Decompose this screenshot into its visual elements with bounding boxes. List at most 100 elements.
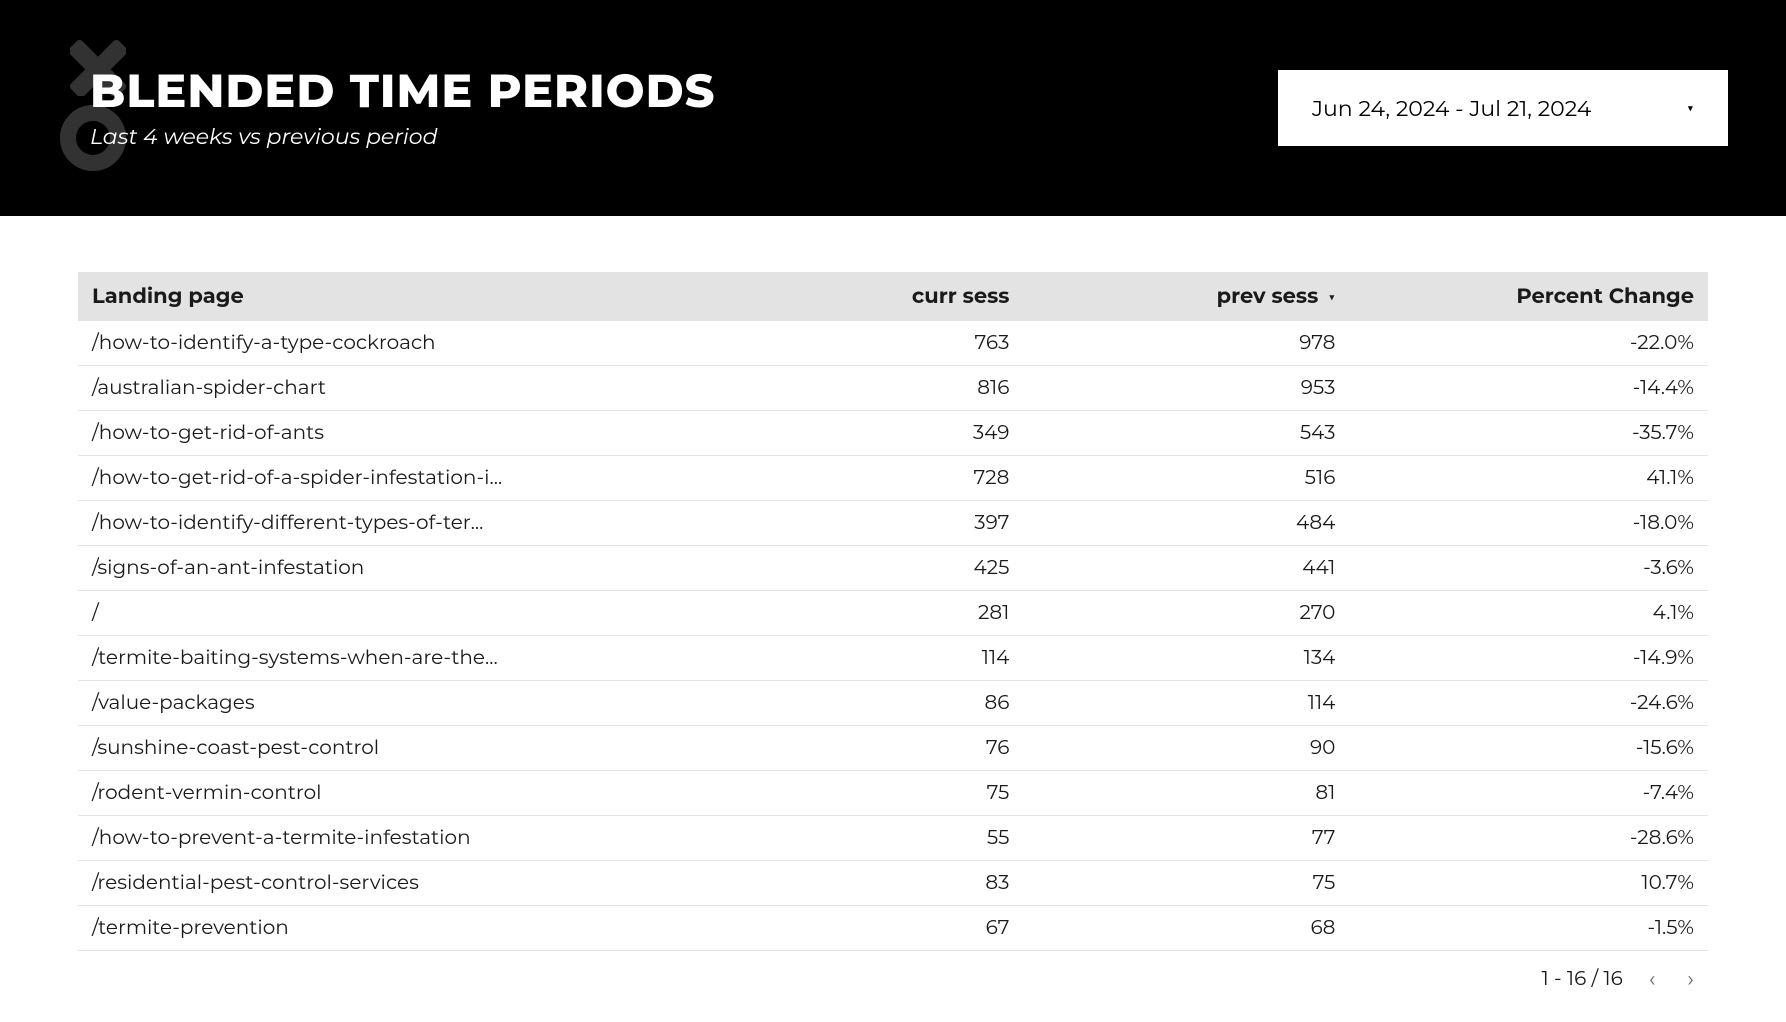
cell-curr-sess: 57: [697, 951, 1023, 962]
cell-curr-sess: 397: [697, 501, 1023, 546]
cell-curr-sess: 728: [697, 456, 1023, 501]
table-row[interactable]: /value-packages86114-24.6%: [78, 681, 1708, 726]
cell-prev-sess: 441: [1023, 546, 1349, 591]
cell-percent-change: 4.1%: [1349, 591, 1708, 636]
pagination: 1 - 16 / 16 ‹ ›: [1534, 957, 1708, 1000]
cell-landing-page: /: [78, 591, 697, 636]
cell-landing-page: /signs-of-an-ant-infestation: [78, 546, 697, 591]
cell-landing-page: /how-to-identify-a-type-cockroach: [78, 321, 697, 366]
next-page-button[interactable]: ›: [1681, 961, 1700, 996]
cell-curr-sess: 86: [697, 681, 1023, 726]
col-percent-change[interactable]: Percent Change: [1349, 272, 1708, 321]
cell-percent-change: -22.0%: [1349, 321, 1708, 366]
title-block: BLENDED TIME PERIODS Last 4 weeks vs pre…: [90, 66, 715, 150]
page-title: BLENDED TIME PERIODS: [90, 66, 715, 117]
cell-landing-page: /australian-spider-chart: [78, 366, 697, 411]
cell-landing-page: /sunshine-coast-pest-control: [78, 726, 697, 771]
cell-percent-change: -35.7%: [1349, 411, 1708, 456]
table-row[interactable]: /australian-spider-chart816953-14.4%: [78, 366, 1708, 411]
cell-percent-change: -7.4%: [1349, 771, 1708, 816]
cell-percent-change: 41.1%: [1349, 456, 1708, 501]
header-table: Landing page curr sess prev sess ▼ Perce…: [78, 272, 1708, 321]
cell-curr-sess: 763: [697, 321, 1023, 366]
table-row[interactable]: /2812704.1%: [78, 591, 1708, 636]
col-prev-sess[interactable]: prev sess ▼: [1023, 272, 1349, 321]
cell-percent-change: -18.0%: [1349, 501, 1708, 546]
cell-prev-sess: 953: [1023, 366, 1349, 411]
cell-landing-page: /how-to-identify-different-types-of-ter.…: [78, 501, 697, 546]
cell-landing-page: /rodent-vermin-control: [78, 771, 697, 816]
cell-prev-sess: 516: [1023, 456, 1349, 501]
cell-curr-sess: 67: [697, 906, 1023, 951]
table-row[interactable]: /how-to-prevent-a-termite-infestation557…: [78, 816, 1708, 861]
header-bar: BLENDED TIME PERIODS Last 4 weeks vs pre…: [0, 0, 1786, 216]
cell-prev-sess: 270: [1023, 591, 1349, 636]
cell-curr-sess: 114: [697, 636, 1023, 681]
pagination-label: 1 - 16 / 16: [1542, 967, 1623, 991]
cell-prev-sess: 134: [1023, 636, 1349, 681]
sort-desc-icon: ▼: [1328, 290, 1335, 305]
cell-curr-sess: 76: [697, 726, 1023, 771]
cell-curr-sess: 75: [697, 771, 1023, 816]
cell-landing-page: /how-to-get-rid-of-a-spider-infestation-…: [78, 456, 697, 501]
cell-percent-change: -14.4%: [1349, 366, 1708, 411]
cell-landing-page: /value-packages: [78, 681, 697, 726]
cell-prev-sess: 56: [1023, 951, 1349, 962]
cell-percent-change: -14.9%: [1349, 636, 1708, 681]
date-range-selector[interactable]: Jun 24, 2024 - Jul 21, 2024 ▼: [1278, 70, 1728, 146]
col-label: curr sess: [912, 284, 1010, 309]
cell-prev-sess: 68: [1023, 906, 1349, 951]
cell-prev-sess: 543: [1023, 411, 1349, 456]
table-header-row: Landing page curr sess prev sess ▼ Perce…: [78, 272, 1708, 321]
table-row[interactable]: /rodent-vermin-control7581-7.4%: [78, 771, 1708, 816]
table-row[interactable]: /termite-prevention6768-1.5%: [78, 906, 1708, 951]
cell-curr-sess: 281: [697, 591, 1023, 636]
cell-percent-change: -24.6%: [1349, 681, 1708, 726]
cell-prev-sess: 114: [1023, 681, 1349, 726]
table-row[interactable]: /sunshine-coast-pest-control7690-15.6%: [78, 726, 1708, 771]
table-row[interactable]: /how-to-identify-a-type-cockroach763978-…: [78, 321, 1708, 366]
cell-curr-sess: 425: [697, 546, 1023, 591]
prev-page-button[interactable]: ‹: [1643, 961, 1662, 996]
cell-curr-sess: 83: [697, 861, 1023, 906]
col-landing-page[interactable]: Landing page: [78, 272, 697, 321]
cell-landing-page: /termite-baiting-systems-when-are-the...: [78, 636, 697, 681]
table-row[interactable]: /signs-of-an-ant-infestation425441-3.6%: [78, 546, 1708, 591]
table-row[interactable]: /termite-baiting-systems-when-are-the...…: [78, 636, 1708, 681]
table-body-viewport: /how-to-identify-a-type-cockroach763978-…: [78, 321, 1708, 961]
cell-curr-sess: 55: [697, 816, 1023, 861]
table-row[interactable]: /how-to-get-rid-of-ants349543-35.7%: [78, 411, 1708, 456]
col-curr-sess[interactable]: curr sess: [697, 272, 1023, 321]
cell-percent-change: -28.6%: [1349, 816, 1708, 861]
cell-prev-sess: 81: [1023, 771, 1349, 816]
cell-curr-sess: 816: [697, 366, 1023, 411]
page-subtitle: Last 4 weeks vs previous period: [90, 123, 715, 150]
cell-prev-sess: 75: [1023, 861, 1349, 906]
cell-curr-sess: 349: [697, 411, 1023, 456]
cell-percent-change: 10.7%: [1349, 861, 1708, 906]
table-row[interactable]: /how-to-get-rid-of-a-spider-infestation-…: [78, 456, 1708, 501]
table-row[interactable]: /residential-pest-control-services837510…: [78, 861, 1708, 906]
table-container: Landing page curr sess prev sess ▼ Perce…: [78, 272, 1708, 961]
cell-landing-page: /termite-prevention: [78, 906, 697, 951]
cell-percent-change: -1.5%: [1349, 906, 1708, 951]
cell-percent-change: -3.6%: [1349, 546, 1708, 591]
cell-prev-sess: 484: [1023, 501, 1349, 546]
caret-down-icon: ▼: [1687, 101, 1694, 116]
col-label: Landing page: [92, 284, 244, 309]
date-range-label: Jun 24, 2024 - Jul 21, 2024: [1312, 95, 1591, 122]
data-table: /how-to-identify-a-type-cockroach763978-…: [78, 321, 1708, 961]
cell-percent-change: -15.6%: [1349, 726, 1708, 771]
cell-landing-page: /how-to-get-rid-of-ants: [78, 411, 697, 456]
cell-prev-sess: 77: [1023, 816, 1349, 861]
col-label: prev sess: [1217, 284, 1319, 309]
table-row[interactable]: /termite-control-inspections57561.8%: [78, 951, 1708, 962]
cell-landing-page: /termite-control-inspections: [78, 951, 697, 962]
cell-prev-sess: 90: [1023, 726, 1349, 771]
cell-landing-page: /residential-pest-control-services: [78, 861, 697, 906]
content-area: Landing page curr sess prev sess ▼ Perce…: [0, 216, 1786, 961]
cell-landing-page: /how-to-prevent-a-termite-infestation: [78, 816, 697, 861]
cell-prev-sess: 978: [1023, 321, 1349, 366]
col-label: Percent Change: [1516, 284, 1694, 309]
table-row[interactable]: /how-to-identify-different-types-of-ter.…: [78, 501, 1708, 546]
